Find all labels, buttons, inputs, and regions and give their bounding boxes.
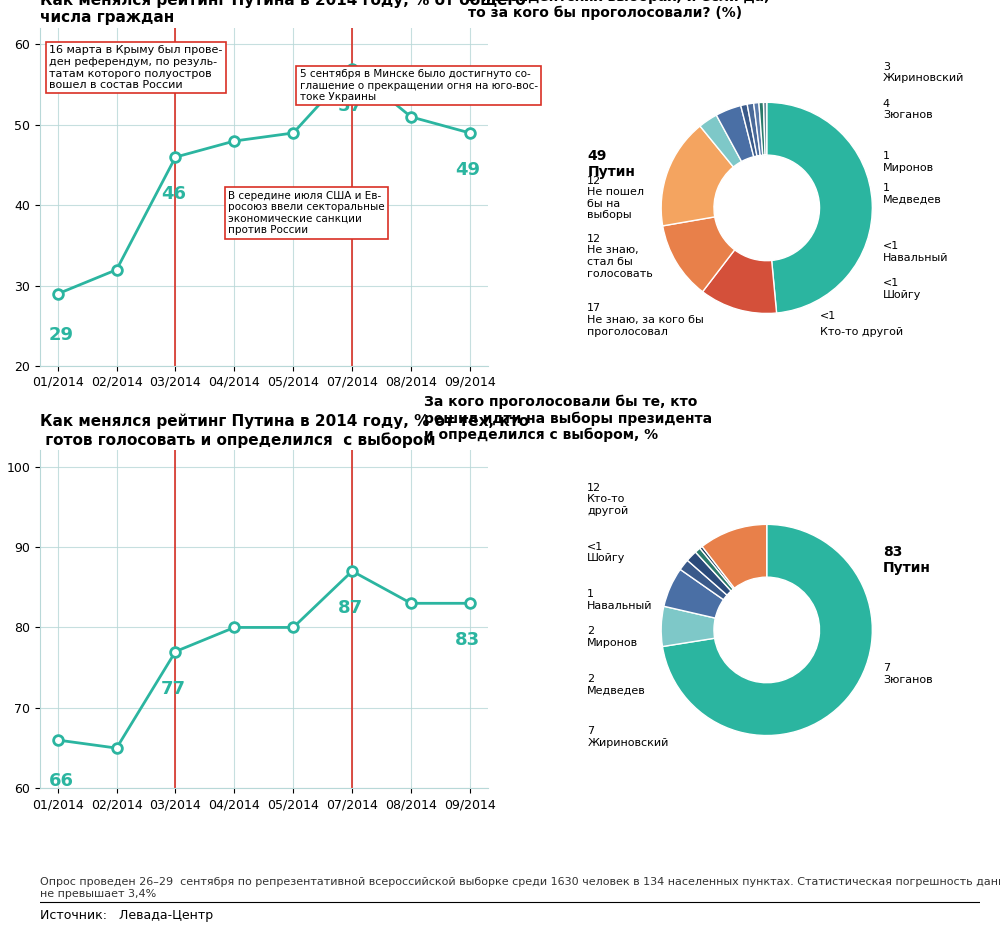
Text: 16 марта в Крыму был прове-
ден референдум, по резуль-
татам которого полуостров: 16 марта в Крыму был прове- ден референд…	[49, 45, 222, 90]
Wedge shape	[695, 548, 733, 591]
Wedge shape	[747, 103, 760, 156]
Text: 1
Миронов: 1 Миронов	[883, 152, 934, 173]
Wedge shape	[703, 250, 777, 313]
Text: 12
Не пошел
бы на
выборы: 12 Не пошел бы на выборы	[587, 175, 644, 221]
Wedge shape	[741, 104, 757, 157]
Text: 49: 49	[455, 161, 480, 179]
Text: <1
Навальный: <1 Навальный	[883, 241, 948, 262]
Text: 29: 29	[49, 326, 74, 344]
Text: 1
Медведев: 1 Медведев	[883, 183, 942, 205]
Text: <1
Шойгу: <1 Шойгу	[587, 542, 626, 563]
Wedge shape	[702, 525, 767, 588]
Text: 83
Путин: 83 Путин	[883, 545, 931, 575]
Text: 7
Зюганов: 7 Зюганов	[883, 663, 933, 685]
Text: 66: 66	[49, 772, 74, 790]
Text: 77: 77	[161, 680, 186, 698]
Text: 2
Медведев: 2 Медведев	[587, 673, 646, 695]
Wedge shape	[662, 525, 872, 736]
Text: 87: 87	[337, 599, 363, 617]
Wedge shape	[767, 102, 872, 313]
Text: Источник:   Левада-Центр: Источник: Левада-Центр	[40, 909, 213, 922]
Text: 12
Не знаю,
стал бы
голосовать: 12 Не знаю, стал бы голосовать	[587, 234, 653, 278]
Wedge shape	[700, 116, 742, 167]
Text: 57: 57	[337, 97, 362, 115]
Text: <1: <1	[820, 311, 836, 321]
Text: 7
Жириновский: 7 Жириновский	[587, 726, 669, 748]
Text: 49
Путин: 49 Путин	[587, 149, 635, 179]
Wedge shape	[687, 552, 731, 595]
Wedge shape	[680, 561, 727, 599]
Text: 2
Миронов: 2 Миронов	[587, 626, 638, 648]
Wedge shape	[661, 126, 733, 226]
Wedge shape	[754, 102, 763, 155]
Text: 3
Жириновский: 3 Жириновский	[883, 62, 964, 83]
Wedge shape	[700, 546, 734, 589]
Text: 4
Зюганов: 4 Зюганов	[883, 98, 933, 120]
Text: Как менялся рейтинг Путина в 2014 году, % от общего
числа граждан: Как менялся рейтинг Путина в 2014 году, …	[40, 0, 526, 26]
Text: За кого проголосовали бы те, кто
решил идти на выборы президента
и определился с: За кого проголосовали бы те, кто решил и…	[424, 395, 712, 442]
Text: В середине июля США и Ев-
росоюз ввели секторальные
экономические санкции
против: В середине июля США и Ев- росоюз ввели с…	[228, 190, 385, 236]
Text: 1
Навальный: 1 Навальный	[587, 589, 653, 611]
Wedge shape	[716, 105, 754, 162]
Text: <1
Шойгу: <1 Шойгу	[883, 278, 921, 299]
Text: 12
Кто-то
другой: 12 Кто-то другой	[587, 483, 629, 516]
Text: 46: 46	[161, 186, 186, 204]
Text: 5 сентября в Минске было достигнуто со-
глашение о прекращении огня на юго-вос-
: 5 сентября в Минске было достигнуто со- …	[300, 69, 538, 102]
Text: 17
Не знаю, за кого бы
проголосовал: 17 Не знаю, за кого бы проголосовал	[587, 303, 704, 336]
Wedge shape	[663, 217, 735, 292]
Text: Кто-то другой: Кто-то другой	[820, 327, 903, 336]
Wedge shape	[661, 606, 715, 647]
Wedge shape	[664, 569, 723, 618]
Text: Опрос проведен 26–29  сентября по репрезентативной всероссийской выборке среди 1: Опрос проведен 26–29 сентября по репрезе…	[40, 877, 1000, 899]
Wedge shape	[759, 102, 765, 155]
Wedge shape	[763, 102, 767, 155]
Text: Приняли бы вы участие
в президентских выборах, и если да,
то за кого бы проголос: Приняли бы вы участие в президентских вы…	[468, 0, 769, 20]
Text: Как менялся рейтинг Путина в 2014 году, % от тех, кто
 готов голосовать и опреде: Как менялся рейтинг Путина в 2014 году, …	[40, 414, 529, 448]
Text: 83: 83	[455, 632, 480, 650]
